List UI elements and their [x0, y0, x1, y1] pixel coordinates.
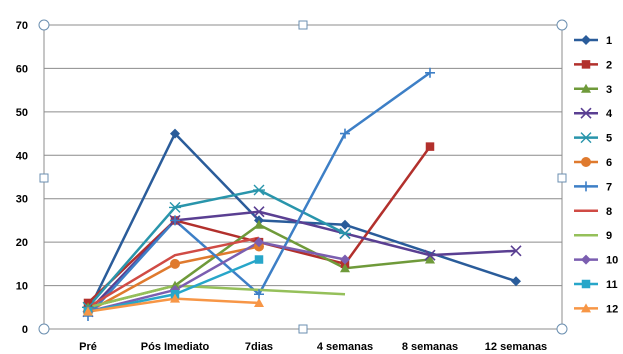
x-tick-label: 4 semanas: [317, 341, 373, 353]
data-point-series-1: [170, 128, 180, 139]
legend-marker-12: [581, 303, 591, 313]
x-tick-label: 7dias: [245, 341, 273, 353]
legend-marker-4: [580, 107, 592, 119]
y-tick-label: 50: [16, 107, 28, 119]
legend-label-9: 9: [606, 230, 612, 242]
y-tick-label: 70: [16, 20, 28, 32]
data-point-series-4: [510, 245, 522, 257]
data-point-series-3: [340, 263, 350, 273]
selection-handles[interactable]: [38, 19, 568, 335]
data-point-series-6: [170, 258, 180, 269]
legend-label-12: 12: [606, 303, 618, 315]
series-line-8: [87, 236, 260, 309]
gridlines: [44, 24, 562, 330]
legend-marker-1: [581, 35, 591, 45]
resize-handle-edge[interactable]: [298, 324, 308, 334]
resize-handle-edge[interactable]: [557, 173, 567, 183]
data-point-series-10: [254, 237, 264, 248]
resize-handle-corner[interactable]: [38, 19, 50, 31]
data-point-series-3: [254, 219, 264, 229]
legend-marker-3: [581, 83, 591, 93]
data-point-series-1: [511, 276, 521, 287]
y-tick-label: 30: [16, 194, 28, 206]
legend-marker-10: [581, 254, 591, 265]
y-tick-label: 20: [16, 237, 28, 249]
x-tick-label: 8 semanas: [402, 341, 458, 353]
data-point-series-11: [254, 255, 264, 264]
data-point-series-3: [425, 254, 435, 264]
y-tick-label: 40: [16, 150, 28, 162]
legend-label-2: 2: [606, 59, 612, 71]
legend-label-8: 8: [606, 206, 612, 218]
chart-frame: [43, 25, 563, 329]
series-line-9: [87, 284, 346, 309]
resize-handle-corner[interactable]: [38, 323, 50, 335]
x-axis-ticks: Pré Pós Imediato 7dias 4 semanas 8 semanas 12…: [79, 341, 547, 353]
resize-handle-edge[interactable]: [298, 20, 308, 30]
legend-label-1: 1: [606, 35, 612, 47]
data-point-series-5: [339, 227, 351, 239]
data-point-series-1: [340, 219, 350, 230]
series-lines: [86, 71, 517, 317]
legend-label-10: 10: [606, 255, 618, 267]
x-tick-label: Pós Imediato: [141, 341, 210, 353]
legend-label-11: 11: [606, 279, 618, 291]
data-point-series-12: [170, 293, 180, 303]
legend-label-4: 4: [606, 108, 613, 120]
data-point-series-7: [254, 289, 264, 300]
resize-handle-corner[interactable]: [556, 19, 568, 31]
data-point-series-10: [340, 254, 350, 265]
series-line-10: [87, 240, 346, 313]
x-tick-label: Pré: [79, 341, 97, 353]
legend-label-5: 5: [606, 133, 612, 145]
data-point-series-2: [425, 142, 435, 151]
data-point-series-7: [170, 215, 180, 226]
series-markers: [82, 67, 522, 321]
y-tick-label: 60: [16, 63, 28, 75]
series-line-7: [87, 71, 431, 317]
legend-marker-2: [581, 60, 591, 69]
legend-label-7: 7: [606, 181, 612, 193]
resize-handle-corner[interactable]: [556, 323, 568, 335]
data-point-series-4: [253, 206, 265, 218]
data-point-series-4: [424, 249, 436, 261]
y-tick-label: 10: [16, 281, 28, 293]
data-point-series-7: [425, 67, 435, 78]
data-point-series-5: [169, 201, 181, 213]
data-point-series-12: [254, 297, 264, 307]
resize-handle-edge[interactable]: [39, 173, 49, 183]
legend-marker-6: [581, 157, 591, 167]
y-axis-ticks: 0 10 20 30 40 50 60 70: [16, 20, 28, 336]
legend-marker-5: [580, 132, 592, 144]
legend-marker-11: [581, 279, 591, 289]
data-point-series-12: [83, 306, 93, 316]
y-tick-label: 0: [22, 324, 28, 336]
legend-label-6: 6: [606, 157, 612, 169]
legend-marker-7: [581, 181, 591, 192]
legend-label-3: 3: [606, 84, 612, 96]
x-tick-label: 12 semanas: [485, 341, 547, 353]
data-point-series-7: [340, 128, 350, 139]
data-point-series-5: [253, 184, 265, 196]
